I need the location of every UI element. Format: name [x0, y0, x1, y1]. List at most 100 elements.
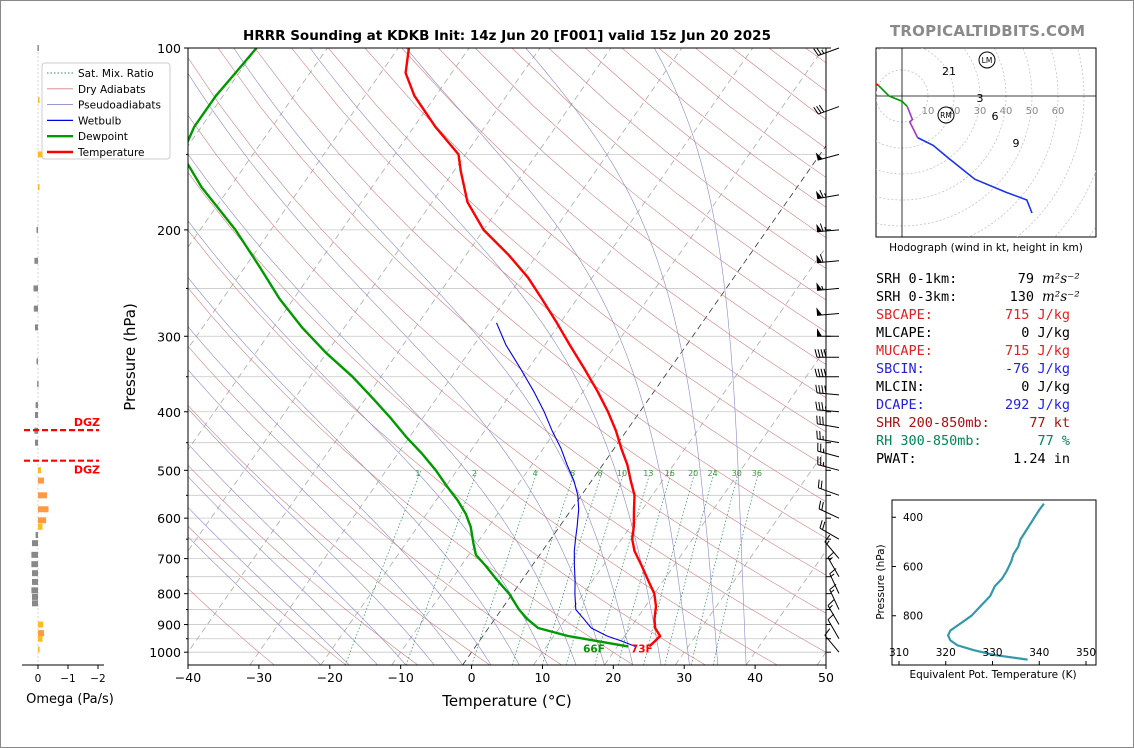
wind-barb — [813, 104, 840, 115]
mixing-ratio-label: 6 — [570, 469, 575, 478]
dry-adiabat — [188, 229, 706, 665]
omega-tick-label: 0 — [35, 673, 42, 685]
y-tick-label: 200 — [157, 223, 181, 238]
barb-full — [819, 189, 824, 198]
omega-bar — [33, 285, 38, 292]
barb-flag — [816, 223, 823, 232]
moist-adiabat — [188, 277, 520, 665]
y-tick-label: 300 — [157, 329, 181, 344]
param-label: MLCAPE: — [876, 325, 933, 341]
y-axis-label: Pressure (hPa) — [121, 303, 139, 411]
wetbulb-trace — [495, 322, 636, 647]
param-label: SBCIN: — [876, 361, 925, 377]
mixing-ratio-label: 24 — [708, 469, 718, 478]
x-tick-label: −30 — [246, 670, 272, 685]
omega-bar — [38, 151, 43, 158]
brand-watermark: TROPICALTIDBITS.COM — [890, 22, 1086, 40]
wind-barb — [827, 551, 840, 577]
wind-barb — [824, 534, 840, 559]
hodo-ring-label: 30 — [974, 106, 987, 117]
omega-bar — [38, 477, 44, 484]
x-tick-label: −40 — [175, 670, 201, 685]
legend-label: Dewpoint — [78, 131, 128, 143]
moist-adiabat — [309, 48, 662, 665]
y-tick-label: 900 — [157, 618, 181, 633]
mixing-ratio-label: 10 — [617, 469, 627, 478]
barb-full — [816, 105, 822, 114]
x-tick-label: 20 — [605, 670, 621, 685]
param-label: SRH 0-3km: — [876, 289, 958, 305]
hodo-ring-label: 20 — [948, 106, 961, 117]
dry-adiabat — [188, 345, 562, 665]
omega-bar — [37, 381, 39, 388]
param-label: DCAPE: — [876, 397, 925, 413]
barb-full — [827, 551, 835, 559]
barb-staff — [817, 450, 840, 458]
omega-bar — [35, 324, 38, 331]
surface-dewpoint-label: 66F — [583, 643, 605, 655]
skew-t-plot-border — [187, 47, 827, 666]
theta-e-plot — [946, 503, 1045, 661]
skew-t-axes: 66F 73F −40 −30 −20 −10 0 10 20 30 40 50 100 200 300 40… — [149, 41, 834, 685]
wind-barb — [816, 430, 840, 444]
barb-full — [820, 480, 823, 489]
moist-adiabat — [233, 48, 633, 665]
isotherm — [391, 48, 824, 665]
mixing-ratio-line — [344, 470, 422, 665]
omega-bar — [32, 593, 38, 600]
isotherm — [674, 448, 826, 665]
isotherm — [745, 550, 826, 665]
theta-e-x-tick-label: 340 — [1029, 647, 1049, 659]
omega-bar — [36, 358, 38, 365]
moist-adiabat — [654, 48, 747, 665]
param-row: SHR 200-850mb: 77 kt — [876, 414, 1096, 432]
dry-adiabat — [328, 48, 826, 467]
isotherm — [188, 48, 612, 653]
wind-barb — [816, 282, 840, 291]
x-tick-label: 10 — [534, 670, 550, 685]
barb-staff — [818, 487, 840, 496]
storm-motion-marker — [937, 106, 955, 124]
isotherm — [604, 347, 826, 665]
param-unit: m²s⁻² — [1042, 289, 1080, 305]
wind-barb — [816, 254, 840, 264]
barb-staff — [824, 635, 840, 653]
y-tick-label: 800 — [157, 587, 181, 602]
hodograph-caption: Hodograph (wind in kt, height in km) — [889, 242, 1083, 254]
barb-full — [818, 104, 825, 113]
omega-bar — [32, 570, 38, 577]
barb-staff — [817, 438, 840, 444]
barb-full — [824, 385, 827, 394]
dry-adiabat — [438, 48, 826, 365]
dry-adiabat — [511, 48, 826, 301]
barb-staff — [817, 312, 840, 316]
y-tick-label: 400 — [157, 405, 181, 420]
barb-staff — [818, 106, 840, 115]
barb-flag — [816, 282, 823, 291]
theta-e-y-tick-label: 600 — [903, 561, 923, 573]
x-tick-label: 30 — [676, 670, 692, 685]
x-axis-label: Temperature (°C) — [441, 692, 571, 710]
dry-adiabat — [188, 57, 826, 614]
moist-adiabat — [188, 220, 548, 665]
dry-adiabat — [188, 114, 826, 653]
omega-bar — [38, 506, 49, 513]
omega-tick-label: −2 — [90, 673, 105, 685]
hodograph: 10 20 30 40 50 60 21 36 9 LM RM — [876, 48, 1096, 237]
barb-staff — [819, 527, 840, 540]
param-label: SRH 0-1km: — [876, 271, 958, 287]
barb-full — [814, 349, 818, 358]
omega-bar — [38, 646, 40, 653]
barb-half — [824, 226, 827, 232]
theta-e-x-tick-label: 330 — [982, 647, 1002, 659]
omega-bar — [38, 523, 43, 530]
theta-e-x-tick-label: 320 — [936, 647, 956, 659]
omega-bar — [32, 578, 38, 585]
chart-legend: Sat. Mix. Ratio Dry Adiabats Pseudoadiabat… — [41, 62, 171, 160]
omega-bar — [37, 45, 39, 51]
y-tick-label: 1000 — [149, 645, 181, 660]
barb-full — [817, 349, 821, 358]
param-value: 715 J/kg — [1004, 343, 1070, 359]
omega-bar — [38, 97, 40, 104]
barb-full — [821, 501, 824, 511]
